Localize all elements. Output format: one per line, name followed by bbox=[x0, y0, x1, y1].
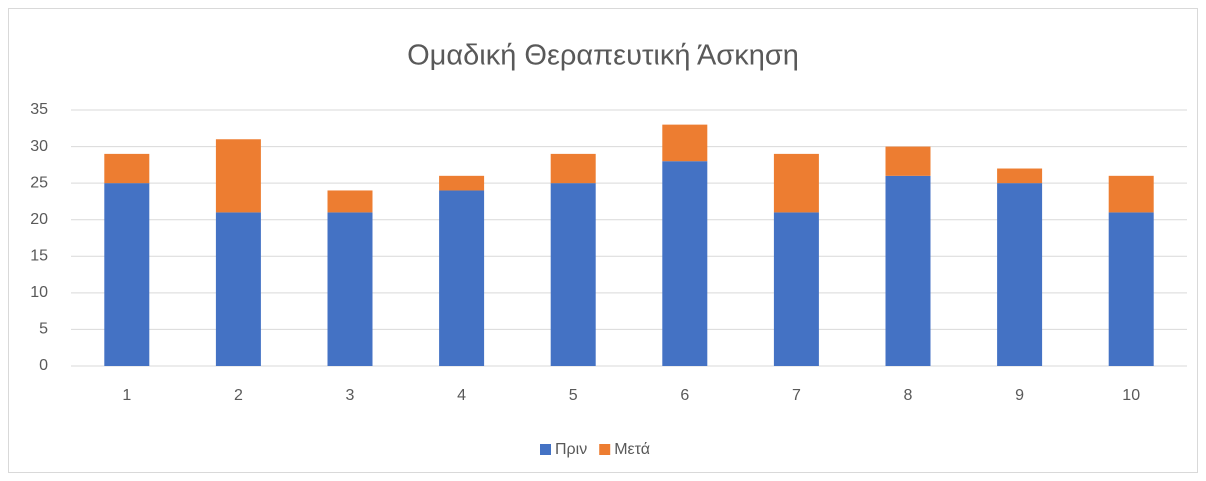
y-tick-label: 15 bbox=[30, 248, 48, 265]
y-tick-label: 25 bbox=[30, 174, 48, 191]
bar-segment bbox=[327, 212, 373, 366]
x-tick-label: 2 bbox=[234, 387, 243, 404]
legend-swatch bbox=[599, 444, 611, 455]
legend-swatch bbox=[540, 444, 551, 455]
x-tick-label: 10 bbox=[1122, 387, 1140, 404]
y-tick-label: 0 bbox=[39, 357, 48, 374]
bar-segment bbox=[662, 161, 708, 366]
y-tick-label: 10 bbox=[30, 284, 48, 301]
bar-segment bbox=[104, 153, 150, 184]
x-tick-label: 4 bbox=[457, 387, 466, 404]
bar-segment bbox=[327, 190, 373, 213]
bar-segment bbox=[215, 212, 261, 366]
y-tick-label: 35 bbox=[30, 101, 48, 118]
legend-label: Μετά bbox=[614, 441, 650, 458]
x-tick-label: 9 bbox=[1015, 387, 1024, 404]
bar-segment bbox=[885, 175, 931, 366]
bar-segment bbox=[550, 183, 596, 366]
bar-segment bbox=[215, 139, 261, 213]
x-tick-label: 5 bbox=[569, 387, 578, 404]
bar-segment bbox=[885, 146, 931, 176]
bar-segment bbox=[1108, 175, 1154, 213]
bar-segment bbox=[104, 183, 150, 366]
y-tick-label: 30 bbox=[30, 138, 48, 155]
y-tick-label: 20 bbox=[30, 211, 48, 228]
bar-segment bbox=[439, 190, 485, 366]
x-tick-label: 1 bbox=[122, 387, 131, 404]
bar-segment bbox=[662, 124, 708, 162]
bar-segment bbox=[439, 175, 485, 191]
bar-segment bbox=[1108, 212, 1154, 366]
x-tick-label: 3 bbox=[346, 387, 355, 404]
legend-label: Πριν bbox=[555, 441, 587, 458]
bar-segment bbox=[997, 183, 1043, 366]
x-tick-label: 8 bbox=[904, 387, 913, 404]
bar-segment bbox=[773, 212, 819, 366]
bar-segment bbox=[550, 153, 596, 184]
chart-title: Ομαδική Θεραπευτική Άσκηση bbox=[407, 40, 799, 72]
x-tick-label: 6 bbox=[680, 387, 689, 404]
bar-segment bbox=[997, 168, 1043, 184]
y-tick-label: 5 bbox=[39, 321, 48, 338]
bar-segment bbox=[773, 153, 819, 213]
x-tick-label: 7 bbox=[792, 387, 801, 404]
